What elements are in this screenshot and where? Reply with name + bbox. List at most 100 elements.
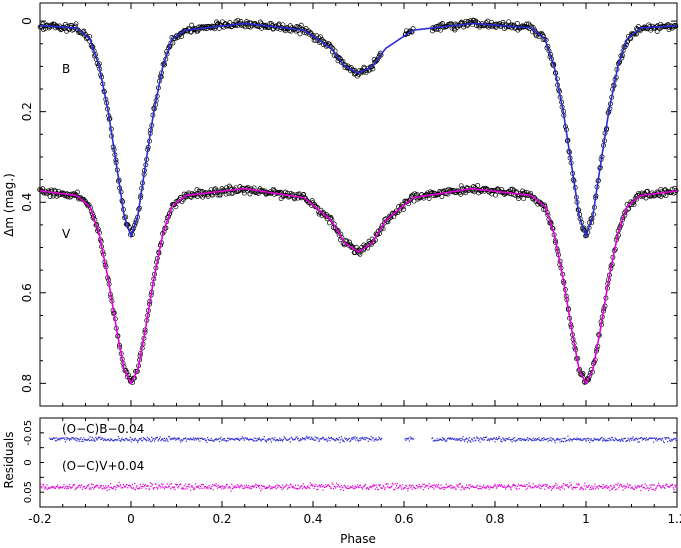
residual-point <box>565 439 568 441</box>
residual-point <box>669 484 672 486</box>
residual-point <box>76 486 78 488</box>
residual-point <box>237 437 239 439</box>
residual-point <box>178 437 180 439</box>
residual-point <box>561 440 563 442</box>
residual-point <box>258 485 260 487</box>
obs-point <box>439 194 445 199</box>
residual-point <box>405 485 407 487</box>
residual-point <box>285 438 287 441</box>
residual-point <box>654 489 656 492</box>
residual-point <box>614 489 616 491</box>
residual-point <box>577 484 579 486</box>
residual-point <box>63 437 65 439</box>
residual-point <box>351 437 353 439</box>
residual-point <box>449 484 451 486</box>
residual-point <box>174 489 176 491</box>
residual-point <box>304 485 306 487</box>
residual-point <box>78 440 81 442</box>
residual-point <box>407 490 409 492</box>
residual-point <box>320 438 322 440</box>
residual-point <box>560 485 563 487</box>
residual-point <box>519 485 521 487</box>
residual-point <box>669 440 672 442</box>
residual-point <box>662 485 664 487</box>
residual-point <box>404 487 406 489</box>
residual-point <box>165 439 167 441</box>
residual-point <box>40 486 42 488</box>
residual-point <box>291 486 293 488</box>
residual-point <box>342 440 344 442</box>
residual-point <box>233 439 236 441</box>
residual-point <box>345 486 347 488</box>
residual-point <box>236 438 238 440</box>
residual-point <box>318 485 320 487</box>
residual-point <box>148 488 150 490</box>
residual-point <box>441 487 443 489</box>
residual-point <box>599 485 601 487</box>
residual-point <box>340 436 342 438</box>
residual-point <box>388 486 390 489</box>
residual-point <box>52 486 54 488</box>
residual-point <box>106 439 108 441</box>
residual-point <box>160 487 162 489</box>
residual-point <box>623 438 625 440</box>
residual-point <box>279 437 281 439</box>
residual-point <box>443 437 445 439</box>
obs-point <box>339 235 345 241</box>
residual-point <box>66 486 69 488</box>
residual-point <box>488 440 490 442</box>
residual-point <box>328 436 330 438</box>
residual-point <box>361 487 363 489</box>
residual-point <box>505 488 507 490</box>
residual-point <box>82 486 84 488</box>
residual-point <box>57 438 59 441</box>
residual-point <box>279 486 282 488</box>
residual-point <box>520 484 522 486</box>
residual-point <box>127 439 129 441</box>
residual-point <box>453 486 455 488</box>
residual-point <box>131 487 133 490</box>
residual-point <box>69 439 71 441</box>
residual-point <box>132 439 134 442</box>
residual-point <box>660 487 662 489</box>
residual-point <box>554 484 556 486</box>
residual-point <box>56 486 58 488</box>
residual-point <box>568 439 570 441</box>
residual-point <box>65 437 67 439</box>
residual-point <box>231 488 233 490</box>
residual-point <box>257 485 259 487</box>
residual-point <box>645 488 647 490</box>
residual-point <box>585 440 587 442</box>
residual-point <box>356 437 358 439</box>
residual-point <box>230 438 232 440</box>
residual-point <box>197 485 199 487</box>
residual-point <box>621 439 623 441</box>
residual-point <box>124 438 127 440</box>
residual-point <box>350 438 352 440</box>
residual-point <box>325 486 328 488</box>
residual-point <box>183 485 185 487</box>
residual-point <box>602 438 604 440</box>
residual-point <box>49 437 51 439</box>
residual-point <box>197 437 199 439</box>
residual-point <box>345 438 347 440</box>
residual-point <box>49 487 52 489</box>
residual-point <box>59 487 61 489</box>
residual-point <box>129 439 131 441</box>
residual-point <box>479 488 481 490</box>
residual-point <box>371 439 373 441</box>
residual-point <box>105 485 107 487</box>
residual-point <box>515 440 517 442</box>
residual-point <box>53 437 55 439</box>
residual-point <box>254 440 256 442</box>
residual-point <box>580 439 582 441</box>
residual-point <box>582 438 585 440</box>
residual-point <box>151 439 153 441</box>
residual-point <box>161 486 163 488</box>
residual-point <box>272 439 275 441</box>
residual-point <box>163 488 166 490</box>
residual-point <box>330 436 333 438</box>
residual-point <box>188 438 190 440</box>
residual-point <box>432 440 434 442</box>
residual-point <box>358 487 360 489</box>
